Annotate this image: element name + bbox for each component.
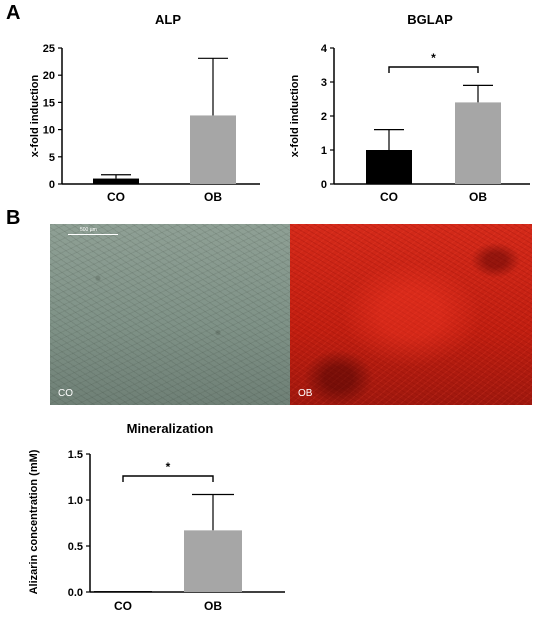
x-category-label: CO: [380, 190, 398, 204]
y-tick-label: 2: [321, 111, 327, 123]
bar-ob: [184, 530, 242, 592]
y-tick-label: 5: [49, 152, 55, 164]
y-tick-label: 1: [321, 145, 327, 157]
bar-ob: [190, 115, 236, 184]
bar-co: [93, 178, 139, 184]
chart-title: BGLAP: [407, 12, 453, 27]
bar-co: [94, 591, 152, 593]
chart-title: ALP: [155, 12, 181, 27]
x-category-label: OB: [204, 190, 222, 204]
bar-co: [366, 150, 412, 184]
chart-title: Mineralization: [127, 421, 214, 436]
x-category-label: OB: [469, 190, 487, 204]
y-tick-label: 15: [43, 97, 55, 109]
ob-image-label: OB: [298, 388, 313, 399]
significance-marker: *: [431, 51, 436, 65]
y-tick-label: 25: [43, 43, 55, 55]
scale-bar-label: 500 µm: [80, 227, 97, 233]
y-tick-label: 1.0: [68, 495, 83, 507]
y-tick-label: 1.5: [68, 449, 83, 461]
y-tick-label: 3: [321, 77, 327, 89]
significance-marker: *: [166, 460, 171, 474]
y-tick-label: 0.0: [68, 587, 83, 599]
y-tick-label: 0.5: [68, 541, 83, 553]
scale-bar: [68, 234, 118, 235]
panel-b-label: B: [6, 207, 21, 229]
y-tick-label: 0: [49, 179, 55, 191]
ob-micrograph: OB: [290, 224, 532, 405]
x-category-label: CO: [114, 599, 132, 613]
bar-ob: [455, 102, 501, 184]
significance-bracket: [388, 66, 479, 73]
x-category-label: CO: [107, 190, 125, 204]
y-tick-label: 4: [321, 43, 328, 55]
y-axis-label: Alizarin concentration (mM): [28, 449, 40, 594]
panel-a-label: A: [6, 2, 21, 24]
significance-bracket: [122, 475, 214, 482]
y-tick-label: 10: [43, 125, 55, 137]
y-axis-label: x-fold induction: [289, 74, 301, 157]
x-category-label: OB: [204, 599, 222, 613]
co-micrograph: 500 µm CO: [50, 224, 290, 405]
y-tick-label: 0: [321, 179, 327, 191]
y-tick-label: 20: [43, 70, 55, 82]
co-image-label: CO: [58, 388, 73, 399]
y-axis-label: x-fold induction: [29, 74, 41, 157]
